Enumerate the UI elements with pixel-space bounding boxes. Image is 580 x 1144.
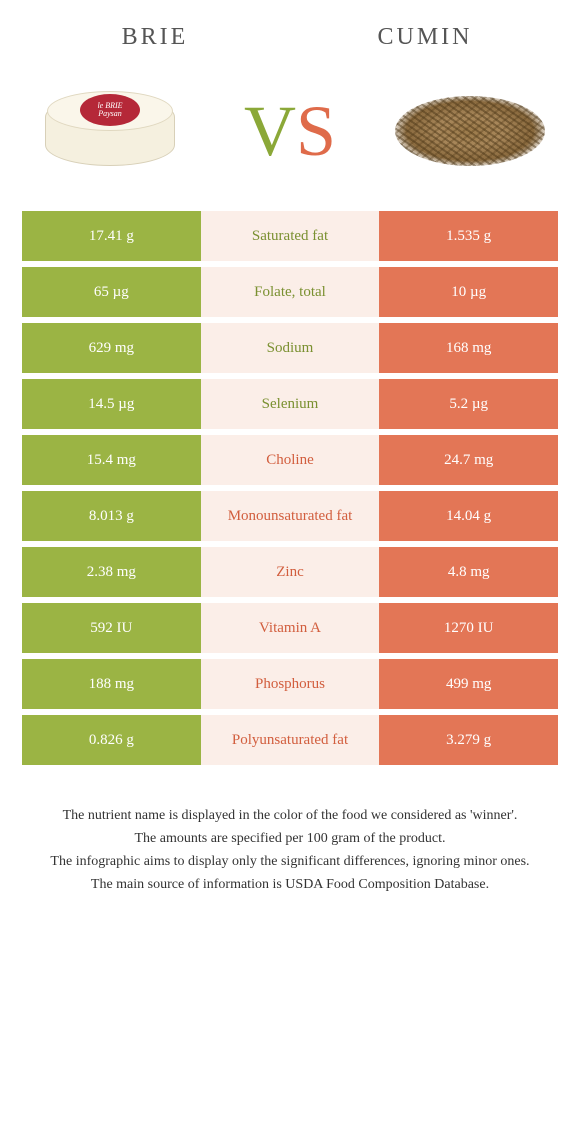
footer-line: The nutrient name is displayed in the co… [30,805,550,826]
value-right: 10 µg [379,267,558,317]
value-left: 8.013 g [22,491,201,541]
table-row: 188 mgPhosphorus499 mg [22,659,558,709]
brie-image: le BRIE Paysan [30,81,190,181]
table-row: 14.5 µgSelenium5.2 µg [22,379,558,429]
value-right: 1.535 g [379,211,558,261]
value-right: 1270 IU [379,603,558,653]
cumin-image [390,81,550,181]
footer-line: The main source of information is USDA F… [30,874,550,895]
nutrient-label: Folate, total [201,267,380,317]
nutrient-label: Selenium [201,379,380,429]
table-row: 0.826 gPolyunsaturated fat3.279 g [22,715,558,765]
value-right: 499 mg [379,659,558,709]
value-right: 168 mg [379,323,558,373]
value-left: 592 IU [22,603,201,653]
title-left: BRIE [20,24,290,51]
table-row: 15.4 mgCholine24.7 mg [22,435,558,485]
nutrient-label: Polyunsaturated fat [201,715,380,765]
value-right: 4.8 mg [379,547,558,597]
footer-line: The infographic aims to display only the… [30,851,550,872]
nutrient-table: 17.41 gSaturated fat1.535 g 65 µgFolate, … [22,211,558,765]
value-left: 629 mg [22,323,201,373]
value-left: 65 µg [22,267,201,317]
nutrient-label: Zinc [201,547,380,597]
nutrient-label: Phosphorus [201,659,380,709]
header: BRIE CUMIN [0,0,580,61]
table-row: 629 mgSodium168 mg [22,323,558,373]
value-right: 24.7 mg [379,435,558,485]
vs-row: le BRIE Paysan VS [0,61,580,211]
title-right: CUMIN [290,24,560,51]
value-left: 15.4 mg [22,435,201,485]
value-left: 2.38 mg [22,547,201,597]
value-right: 14.04 g [379,491,558,541]
table-row: 592 IUVitamin A1270 IU [22,603,558,653]
footer: The nutrient name is displayed in the co… [0,795,580,907]
brie-label: le BRIE Paysan [80,94,140,126]
value-right: 5.2 µg [379,379,558,429]
nutrient-label: Sodium [201,323,380,373]
value-left: 0.826 g [22,715,201,765]
vs-v: V [244,90,296,173]
table-row: 2.38 mgZinc4.8 mg [22,547,558,597]
nutrient-label: Choline [201,435,380,485]
nutrient-label: Vitamin A [201,603,380,653]
table-row: 8.013 gMonounsaturated fat14.04 g [22,491,558,541]
nutrient-label: Monounsaturated fat [201,491,380,541]
vs-text: VS [244,90,336,173]
table-row: 17.41 gSaturated fat1.535 g [22,211,558,261]
nutrient-label: Saturated fat [201,211,380,261]
value-right: 3.279 g [379,715,558,765]
value-left: 17.41 g [22,211,201,261]
brie-label-line2: Paysan [98,110,122,118]
footer-line: The amounts are specified per 100 gram o… [30,828,550,849]
vs-s: S [296,90,336,173]
value-left: 188 mg [22,659,201,709]
table-row: 65 µgFolate, total10 µg [22,267,558,317]
value-left: 14.5 µg [22,379,201,429]
